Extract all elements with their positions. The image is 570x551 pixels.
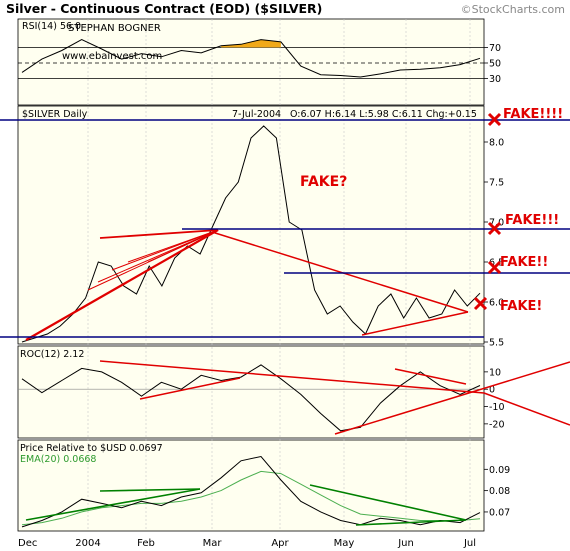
price-label: $SILVER Daily <box>22 109 88 120</box>
rsi-tick-label-1: 50 <box>489 59 501 70</box>
website-note: www.ebainvest.com <box>62 51 162 62</box>
downtrend-line <box>211 231 469 313</box>
rsi-overbought-fill-1 <box>221 39 281 48</box>
rsi-label: RSI(14) 56.0 <box>22 21 81 32</box>
x-label-1: 2004 <box>75 538 100 549</box>
ema-label: EMA(20) 0.0668 <box>20 454 96 465</box>
y-axis-ticks: 70 50 30 5.5 6.0 6.5 7.0 7.5 8.0 10 0 -10 -20 0.09 0.0… <box>484 43 510 518</box>
brand-watermark: ©StockCharts.com <box>461 3 565 16</box>
roc-down-line-2 <box>483 392 570 426</box>
rel-tick-label-0: 0.09 <box>489 465 510 476</box>
price-date: 7-Jul-2004 <box>232 109 281 120</box>
fake-label-2: FAKE!!! <box>505 213 559 228</box>
roc-line <box>21 364 481 432</box>
price-tick-label-1: 6.0 <box>489 298 504 309</box>
x-label-0: Dec <box>18 538 37 549</box>
roc-tick-label-3: -20 <box>489 419 505 430</box>
rsi-series <box>18 39 484 79</box>
fake-marker-4: FAKE! <box>473 296 542 314</box>
chart-title: Silver - Continuous Contract (EOD) ($SIL… <box>6 1 322 16</box>
fake-label-4: FAKE! <box>500 299 542 314</box>
fake-marker-3: FAKE!! <box>487 255 548 275</box>
price-ohlc: O:6.07 H:6.14 L:5.98 C:6.11 Chg:+0.15 <box>290 109 477 120</box>
price-tick-label-3: 7.0 <box>489 218 504 229</box>
fake-question-note: FAKE? <box>300 174 347 190</box>
fake-label-3: FAKE!! <box>500 255 548 270</box>
author-note: STEPHAN BOGNER <box>68 23 161 34</box>
roc-mini-line-2 <box>394 368 467 385</box>
roc-up-line <box>334 361 570 435</box>
x-axis-labels: Dec 2004 Feb Mar Apr May Jun Jul <box>18 538 476 549</box>
fan-line-6 <box>147 229 219 263</box>
horizontal-levels <box>0 119 570 338</box>
x-label-6: Jun <box>397 538 414 549</box>
x-label-2: Feb <box>137 538 155 549</box>
relative-panel <box>17 439 485 532</box>
x-label-7: Jul <box>463 538 476 549</box>
uptrend-line <box>25 229 219 341</box>
price-series <box>21 125 481 343</box>
x-label-5: May <box>334 538 355 549</box>
price-tick-label-4: 7.5 <box>489 178 504 189</box>
roc-mini-line-1 <box>139 377 241 400</box>
rel-bottom-line <box>355 519 467 526</box>
roc-tick-label-1: 0 <box>489 385 495 396</box>
rel-down-line <box>309 484 467 521</box>
ema-line <box>21 470 481 526</box>
rsi-tick-label-2: 30 <box>489 74 501 85</box>
roc-down-line-1 <box>99 360 485 394</box>
price-panel <box>17 105 485 345</box>
relative-label: Price Relative to $USD 0.0697 <box>20 443 163 454</box>
rel-top-line <box>99 488 201 492</box>
fan-line-5 <box>127 229 219 263</box>
price-tick-label-0: 5.5 <box>489 338 504 349</box>
rsi-tick-label-0: 70 <box>489 43 501 54</box>
price-tick-label-2: 6.5 <box>489 258 504 269</box>
roc-label: ROC(12) 2.12 <box>20 349 84 360</box>
price-tick-label-5: 8.0 <box>489 138 504 149</box>
price-trendlines <box>25 229 469 341</box>
roc-series <box>18 364 484 432</box>
price-line <box>21 125 481 343</box>
rsi-line <box>21 39 481 78</box>
roc-tick-label-0: 10 <box>489 367 501 378</box>
wedge-lower-line <box>361 311 469 336</box>
fake-marker-1: FAKE!!!! <box>487 107 563 127</box>
x-label-3: Mar <box>203 538 223 549</box>
relative-trendlines <box>25 484 467 526</box>
relative-line <box>21 455 481 528</box>
roc-panel <box>17 345 485 439</box>
rel-tick-label-2: 0.07 <box>489 507 510 518</box>
relative-series <box>21 455 481 528</box>
fan-line-1 <box>99 229 219 239</box>
x-label-4: Apr <box>271 538 289 549</box>
rel-tick-label-1: 0.08 <box>489 486 510 497</box>
rsi-panel <box>17 18 485 106</box>
fake-label-1: FAKE!!!! <box>503 107 563 122</box>
vertical-gridlines <box>87 19 471 531</box>
fake-marker-2: FAKE!!! <box>487 213 559 236</box>
roc-trendlines <box>99 360 570 435</box>
rel-up-line <box>25 488 201 521</box>
roc-tick-label-2: -10 <box>489 402 505 413</box>
